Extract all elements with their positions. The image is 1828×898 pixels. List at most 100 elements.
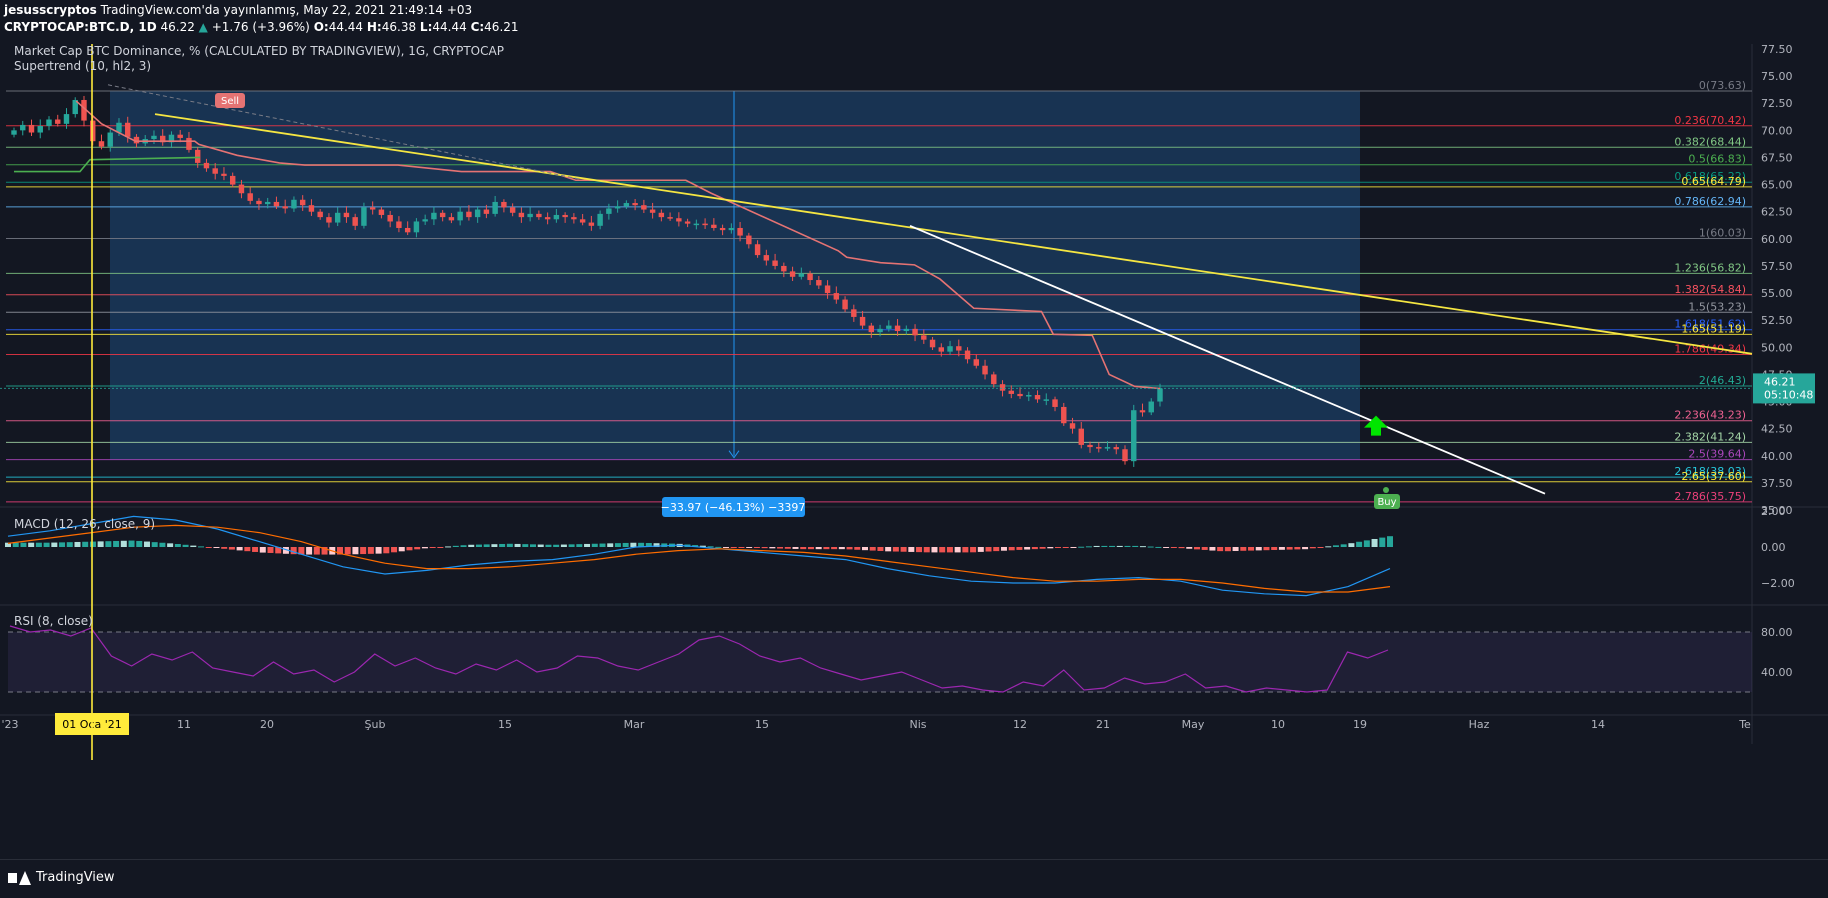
macd-histogram-bar [506, 543, 513, 547]
up-arrow-icon [1364, 415, 1388, 436]
candle-body [982, 365, 988, 375]
macd-histogram-bar [1348, 543, 1355, 547]
candle-body [518, 212, 525, 218]
candle-body [369, 207, 376, 210]
macd-histogram-bar [213, 547, 220, 548]
main-pane [11, 84, 1753, 495]
macd-histogram-bar [753, 547, 760, 548]
candle-body [597, 213, 603, 226]
macd-histogram-bar [252, 547, 259, 552]
candle-body [728, 227, 735, 231]
macd-histogram-bar [1124, 545, 1131, 547]
macd-histogram-bar [43, 542, 50, 547]
candle-body [1078, 428, 1084, 445]
rsi-pane-bg [0, 606, 1752, 714]
price-tick-label: 37.50 [1761, 477, 1793, 490]
supertrend-down-line [75, 100, 1161, 390]
macd-histogram-bar [769, 547, 776, 549]
macd-histogram-bar [692, 545, 699, 547]
macd-histogram-bar [576, 544, 583, 547]
close-label: C: [470, 20, 485, 34]
price-tick-label: 52.50 [1761, 314, 1793, 327]
time-tick-label: 12 [1013, 718, 1027, 731]
candle-body [72, 99, 78, 115]
macd-histogram-bar [282, 547, 289, 554]
macd-histogram-bar [5, 542, 11, 547]
candle-body [396, 221, 402, 228]
macd-histogram-bar [1240, 547, 1247, 551]
macd-histogram-bar [174, 544, 181, 547]
candle-body [562, 214, 568, 218]
candle-body [956, 346, 962, 351]
macd-tick-label: −2.00 [1761, 577, 1795, 590]
symbol-label[interactable]: CRYPTOCAP:BTC.D, 1D [4, 20, 157, 34]
candle-body [466, 211, 472, 218]
candle-body [1104, 447, 1111, 449]
macd-histogram-bar [1193, 547, 1200, 550]
macd-histogram-bar [614, 543, 621, 547]
macd-histogram-bar [499, 543, 506, 547]
macd-tick-label: 0.00 [1761, 541, 1786, 554]
author-name[interactable]: jesusscryptos [4, 3, 97, 17]
candle-body [1139, 410, 1146, 413]
chart-frame[interactable]: 0(73.63) 0.236(70.42) 0.382(68.44) 0.5(66.8… [0, 44, 1828, 859]
candle-body [824, 285, 831, 294]
candle-body [273, 201, 280, 207]
candle-body [711, 224, 717, 228]
macd-histogram-bar [1085, 546, 1092, 548]
macd-histogram-bar [1371, 538, 1378, 547]
dashed-trendline [107, 84, 581, 180]
macd-histogram-bar [491, 544, 498, 547]
macd-histogram-bar [645, 543, 652, 547]
macd-histogram-bar [120, 540, 127, 547]
macd-histogram-bar [1332, 545, 1339, 547]
macd-histogram-bar [939, 547, 946, 553]
candle-body [151, 135, 157, 140]
measure-label-text: −33.97 (−46.13%) −3397 [661, 501, 806, 514]
main-pane-title: Market Cap BTC Dominance, % (CALCULATED … [14, 44, 504, 58]
candle-body [1148, 401, 1154, 413]
time-tick-label: 10 [1271, 718, 1285, 731]
measure-arrow-head [728, 450, 740, 459]
candle-body [1113, 447, 1119, 450]
candle-body [229, 175, 236, 185]
candle-body [912, 328, 918, 336]
candle-body [299, 199, 306, 206]
price-tick-label: 67.50 [1761, 151, 1793, 164]
candle-body [676, 218, 682, 222]
candle-body [1017, 393, 1023, 397]
candle-body [247, 193, 253, 201]
macd-histogram-bar [236, 547, 243, 551]
change-arrow-icon: ▲ [198, 20, 208, 34]
candle-body [1052, 399, 1058, 407]
time-tick-label: Haz [1469, 718, 1490, 731]
macd-histogram-bar [306, 547, 313, 555]
macd-histogram-bar [1263, 547, 1270, 551]
last-price-badge-bg [1753, 373, 1815, 404]
candle-body [1096, 447, 1102, 449]
macd-histogram-bar [59, 542, 66, 547]
macd-histogram-bar [831, 547, 838, 550]
candle-body [439, 212, 446, 218]
price-tick-label: 35.00 [1761, 504, 1793, 517]
candle-body [212, 168, 218, 174]
fib-label: 2.382(41.24) [1674, 430, 1746, 443]
header-line-2: CRYPTOCAP:BTC.D, 1D 46.22 ▲ +1.76 (+3.96… [4, 20, 519, 34]
candle-body [544, 217, 551, 220]
candle-body [1026, 395, 1032, 397]
candle-body [238, 184, 245, 194]
buy-badge-label: Buy [1377, 497, 1396, 508]
macd-histogram-bar [1039, 547, 1046, 549]
published-info: TradingView.com'da yayınlanmış, May 22, … [100, 3, 473, 17]
macd-histogram-bar [344, 547, 351, 555]
candle-body [842, 299, 848, 310]
macd-histogram-bar [290, 547, 297, 555]
brand-logo[interactable]: TradingView [8, 870, 115, 885]
chart-canvas[interactable]: 0(73.63) 0.236(70.42) 0.382(68.44) 0.5(66.8… [0, 44, 1828, 859]
candle-body [326, 217, 332, 223]
fib-label: 2.618(38.03) [1674, 465, 1746, 478]
macd-histogram-bar [723, 547, 730, 548]
macd-histogram-bar [1047, 547, 1054, 549]
candle-body [684, 221, 691, 224]
macd-histogram-bar [97, 541, 104, 547]
